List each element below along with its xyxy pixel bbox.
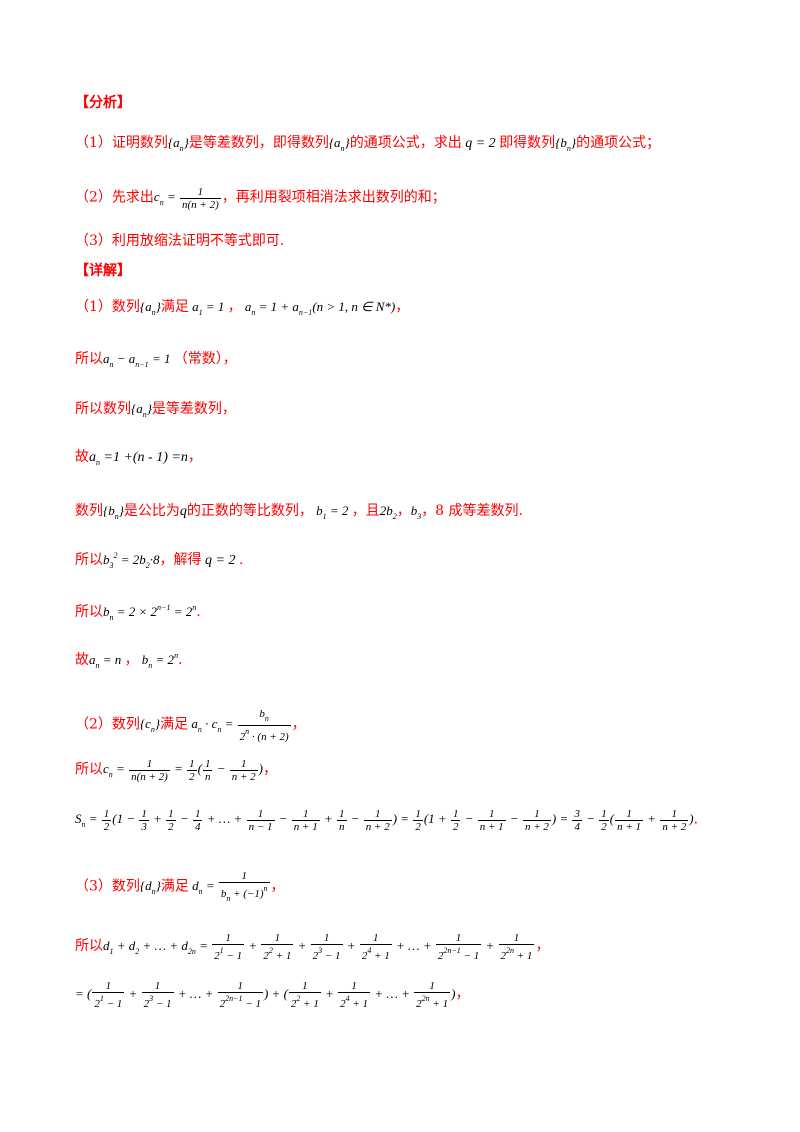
analysis-item-2: （2）先求出cn = 1 n(n + 2) ，再利用裂项相消法求出数列的和； (75, 186, 446, 211)
detail-line-14: = (1 21 − 1 + 1 23 − 1 + … + 1 22n−1 − 1) +… (75, 980, 470, 1010)
detail-line-12: （3）数列{dn}满足 dn = 1 bn + (−1)n， (75, 870, 285, 903)
analysis-item-3: （3）利用放缩法证明不等式即可. (75, 233, 285, 249)
detail-line-5: 数列{bn}是公比为q的正数的等比数列， b1 = 2 ，且2b2，b3，8 成… (75, 503, 523, 521)
detail-line-2: 所以an − an−1 = 1 （常数）， (75, 351, 237, 369)
detail-line-1: （1）数列{an}满足 a1 = 1 ， an = 1 + an−1(n > 1… (75, 299, 410, 317)
detail-line-6: 所以b32 = 2b2·8，解得 q = 2 . (75, 551, 244, 570)
detail-line-13: 所以d1 + d2 + … + d2n = 1 21 − 1 + 1 22 + 1 … (75, 932, 550, 962)
detail-line-7: 所以bn = 2 × 2n−1 = 2n. (75, 603, 201, 622)
detail-line-3: 所以数列{an}是等差数列， (75, 401, 236, 419)
analysis-heading: 【分析】 (75, 95, 131, 111)
detail-line-4: 故an =1 +(n - 1) =n， (75, 449, 202, 467)
detail-line-8: 故an = n ， bn = 2n. (75, 651, 183, 670)
analysis-item-1: （1）证明数列{an}是等差数列，即得数列{an}的通项公式，求出 q = 2 … (75, 135, 661, 153)
detail-line-9: （2）数列{cn}满足 an · cn = bn 2n · (n + 2)， (75, 708, 306, 743)
detail-heading: 【详解】 (75, 263, 131, 279)
